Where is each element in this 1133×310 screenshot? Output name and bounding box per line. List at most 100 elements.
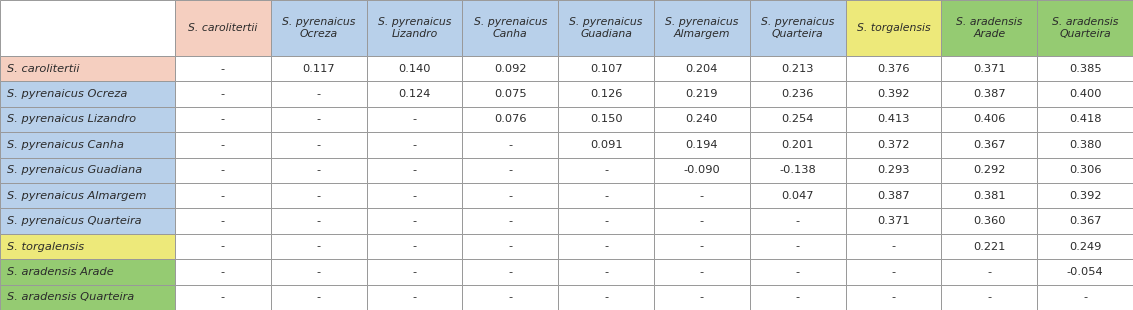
Text: S. pyrenaicus Guadiana: S. pyrenaicus Guadiana [7, 165, 142, 175]
Bar [271, 56, 367, 82]
Bar [559, 183, 654, 208]
Text: S. aradensis Arade: S. aradensis Arade [7, 267, 113, 277]
Text: -: - [412, 292, 417, 302]
Bar [462, 56, 559, 82]
Bar [845, 107, 942, 132]
Text: S. pyrenaicus Lizandro: S. pyrenaicus Lizandro [7, 114, 136, 125]
Bar [845, 82, 942, 107]
Bar [271, 285, 367, 310]
Bar [750, 157, 845, 183]
Bar [654, 157, 750, 183]
Bar [942, 56, 1037, 82]
Bar [462, 157, 559, 183]
Bar [559, 132, 654, 157]
Bar [559, 0, 654, 56]
Bar [0, 82, 174, 107]
Text: 0.236: 0.236 [782, 89, 813, 99]
Text: 0.293: 0.293 [877, 165, 910, 175]
Text: -: - [700, 216, 704, 226]
Text: S. carolitertii: S. carolitertii [7, 64, 79, 74]
Text: -: - [604, 216, 608, 226]
Text: S. aradensis
Arade: S. aradensis Arade [956, 17, 1022, 39]
Bar [654, 132, 750, 157]
Text: -: - [221, 216, 225, 226]
Text: -: - [221, 89, 225, 99]
Text: 0.387: 0.387 [877, 191, 910, 201]
Bar [942, 259, 1037, 285]
Bar [654, 107, 750, 132]
Bar [1037, 107, 1133, 132]
Text: -0.054: -0.054 [1067, 267, 1104, 277]
Text: 0.418: 0.418 [1068, 114, 1101, 125]
Bar [1037, 259, 1133, 285]
Bar [750, 259, 845, 285]
Bar [1037, 208, 1133, 234]
Bar [271, 107, 367, 132]
Bar [174, 0, 271, 56]
Bar [462, 259, 559, 285]
Text: S. pyrenaicus Ocreza: S. pyrenaicus Ocreza [7, 89, 127, 99]
Text: -: - [316, 89, 321, 99]
Text: -: - [604, 267, 608, 277]
Text: -: - [412, 191, 417, 201]
Bar [942, 132, 1037, 157]
Bar [942, 107, 1037, 132]
Text: 0.076: 0.076 [494, 114, 527, 125]
Text: -: - [316, 216, 321, 226]
Text: -: - [892, 267, 895, 277]
Bar [942, 208, 1037, 234]
Text: -0.090: -0.090 [683, 165, 721, 175]
Text: -: - [316, 267, 321, 277]
Bar [0, 132, 174, 157]
Text: 0.292: 0.292 [973, 165, 1005, 175]
Bar [271, 132, 367, 157]
Text: -: - [412, 267, 417, 277]
Text: -: - [604, 292, 608, 302]
Text: -: - [316, 241, 321, 251]
Text: -: - [509, 140, 512, 150]
Text: -: - [412, 165, 417, 175]
Text: -: - [316, 191, 321, 201]
Bar [367, 132, 462, 157]
Bar [845, 285, 942, 310]
Text: 0.360: 0.360 [973, 216, 1006, 226]
Bar [174, 234, 271, 259]
Bar [654, 208, 750, 234]
Bar [462, 285, 559, 310]
Text: -: - [987, 292, 991, 302]
Text: S. torgalensis: S. torgalensis [857, 23, 930, 33]
Text: 0.400: 0.400 [1068, 89, 1101, 99]
Bar [559, 82, 654, 107]
Bar [0, 183, 174, 208]
Text: 0.392: 0.392 [877, 89, 910, 99]
Text: 0.219: 0.219 [685, 89, 718, 99]
Bar [1037, 183, 1133, 208]
Text: -: - [221, 191, 225, 201]
Bar [750, 183, 845, 208]
Bar [367, 234, 462, 259]
Bar [654, 183, 750, 208]
Bar [654, 82, 750, 107]
Bar [462, 208, 559, 234]
Text: S. pyrenaicus Canha: S. pyrenaicus Canha [7, 140, 123, 150]
Bar [845, 234, 942, 259]
Bar [942, 234, 1037, 259]
Text: -: - [700, 267, 704, 277]
Bar [654, 56, 750, 82]
Bar [942, 82, 1037, 107]
Bar [559, 234, 654, 259]
Text: -: - [700, 241, 704, 251]
Text: S. pyrenaicus
Guadiana: S. pyrenaicus Guadiana [570, 17, 642, 39]
Text: S. torgalensis: S. torgalensis [7, 241, 84, 251]
Bar [942, 0, 1037, 56]
Text: 0.047: 0.047 [782, 191, 813, 201]
Text: 0.371: 0.371 [877, 216, 910, 226]
Text: -: - [412, 216, 417, 226]
Text: S. pyrenaicus Almargem: S. pyrenaicus Almargem [7, 191, 146, 201]
Bar [559, 56, 654, 82]
Text: -: - [509, 191, 512, 201]
Text: S. pyrenaicus
Almargem: S. pyrenaicus Almargem [665, 17, 739, 39]
Bar [0, 208, 174, 234]
Text: 0.372: 0.372 [877, 140, 910, 150]
Bar [750, 208, 845, 234]
